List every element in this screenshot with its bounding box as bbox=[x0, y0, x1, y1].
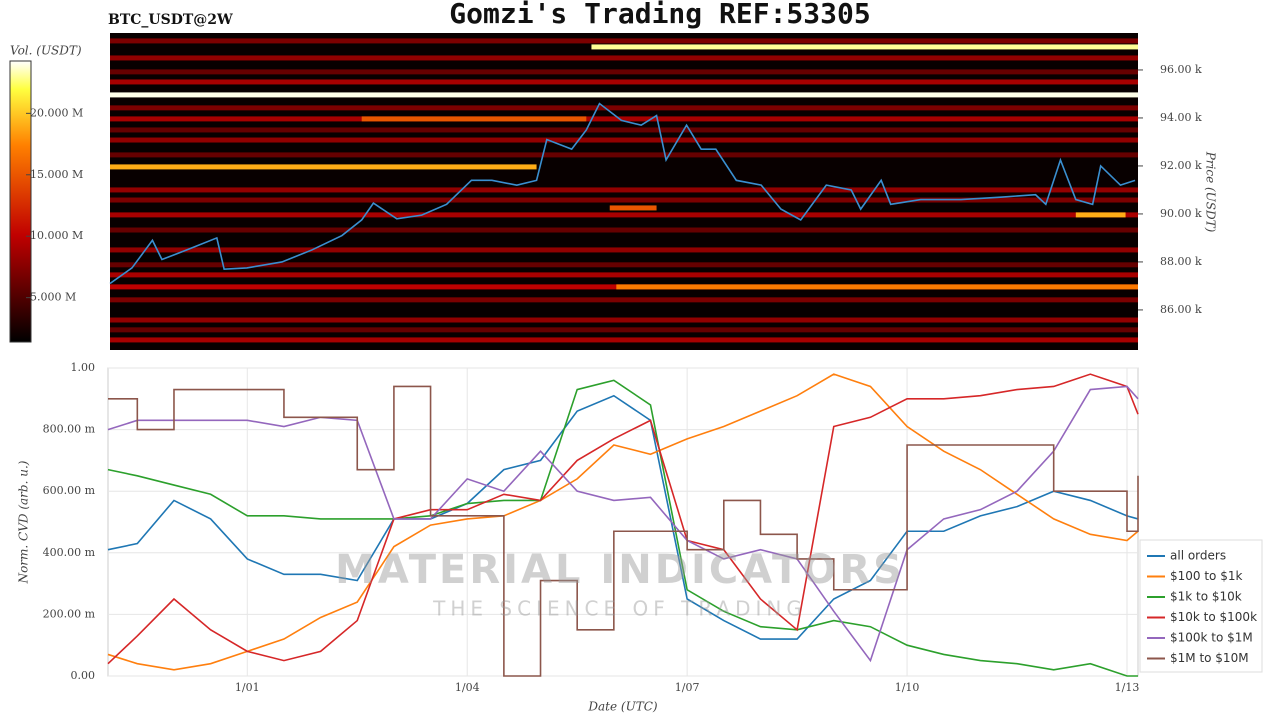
y-tick-label: 86.00 k bbox=[1160, 303, 1202, 316]
y-tick-label: 94.00 k bbox=[1160, 111, 1202, 124]
liquidity-level bbox=[616, 284, 1138, 290]
liquidity-level bbox=[110, 137, 1138, 143]
cvd-line bbox=[107, 373, 1139, 671]
legend-label: $100k to $1M bbox=[1170, 631, 1253, 645]
x-tick-label: 1/07 bbox=[675, 681, 700, 694]
liquidity-level bbox=[110, 105, 1138, 111]
liquidity-level bbox=[110, 187, 1138, 193]
liquidity-level bbox=[591, 44, 1138, 50]
y-axis-title: Norm. CVD (arb. u.) bbox=[17, 460, 31, 584]
liquidity-level bbox=[110, 152, 1138, 158]
watermark-subtitle: THE SCIENCE OF TRADING bbox=[432, 597, 807, 621]
x-tick-label: 1/01 bbox=[235, 681, 260, 694]
colorbar-tick-label: 20.000 M bbox=[30, 106, 83, 119]
colorbar-tick-label: 10.000 M bbox=[30, 229, 83, 242]
legend bbox=[1139, 539, 1263, 673]
cvd-line bbox=[108, 385, 1139, 677]
colorbar-tick-label: 15.000 M bbox=[30, 168, 83, 181]
liquidity-level bbox=[110, 297, 1138, 303]
liquidity-level bbox=[110, 337, 1138, 343]
legend-label: $1M to $10M bbox=[1170, 651, 1249, 665]
legend-label: $1k to $10k bbox=[1170, 590, 1242, 604]
liquidity-level bbox=[110, 69, 1138, 75]
plot-bg bbox=[107, 367, 1139, 677]
liquidity-level bbox=[110, 197, 1138, 203]
y-tick-label: 400.00 m bbox=[43, 546, 96, 559]
colorbar-label: Vol. (USDT) bbox=[10, 44, 82, 58]
cvd-line bbox=[107, 385, 1139, 663]
y-tick-label: 90.00 k bbox=[1160, 207, 1202, 220]
liquidity-level bbox=[110, 164, 537, 170]
liquidity-level bbox=[361, 116, 587, 122]
liquidity-level bbox=[110, 272, 1138, 278]
liquidity-level bbox=[110, 262, 1138, 268]
y-tick-label: 600.00 m bbox=[43, 484, 96, 497]
watermark-title: MATERIAL INDICATORS bbox=[335, 547, 905, 593]
lines bbox=[107, 367, 1139, 677]
liquidity-level bbox=[1075, 212, 1126, 218]
liquidity-level bbox=[110, 116, 1138, 122]
legend-label: $10k to $100k bbox=[1170, 610, 1257, 624]
subtitle: BTC_USDT@2W bbox=[108, 12, 233, 28]
title: Gomzi's Trading REF:53305 bbox=[449, 0, 870, 30]
liquidity-level bbox=[110, 79, 1138, 85]
liquidity-level bbox=[110, 212, 1138, 218]
y-tick-label: 200.00 m bbox=[43, 607, 96, 620]
cvd-line bbox=[107, 373, 1139, 665]
colorbar bbox=[9, 60, 32, 343]
cvd-line bbox=[107, 394, 1139, 640]
y-tick-label: 0.00 bbox=[71, 669, 96, 682]
y-tick-label: 1.00 bbox=[71, 361, 96, 374]
price-line bbox=[109, 102, 1136, 285]
liquidity-level bbox=[110, 92, 1138, 98]
y-tick-label: 88.00 k bbox=[1160, 255, 1202, 268]
cvd-line bbox=[107, 379, 1138, 677]
x-tick-label: 1/10 bbox=[895, 681, 920, 694]
y-axis-title: Price (USDT) bbox=[1204, 151, 1218, 233]
y-tick-label: 800.00 m bbox=[43, 423, 96, 436]
x-tick-label: 1/13 bbox=[1115, 681, 1140, 694]
colorbar-tick-label: 5.000 M bbox=[30, 291, 76, 304]
liquidity-level bbox=[110, 317, 1138, 323]
liquidity-level bbox=[110, 327, 1138, 333]
liquidity-level bbox=[110, 247, 1138, 253]
liquidity-level bbox=[110, 55, 1138, 61]
y-tick-label: 92.00 k bbox=[1160, 159, 1202, 172]
x-axis-title: Date (UTC) bbox=[587, 700, 657, 714]
liquidity-level bbox=[110, 38, 1138, 44]
legend-label: all orders bbox=[1170, 549, 1226, 563]
legend-label: $100 to $1k bbox=[1170, 569, 1242, 583]
liquidity-level bbox=[110, 127, 1138, 133]
y-tick-label: 96.00 k bbox=[1160, 63, 1202, 76]
x-tick-label: 1/04 bbox=[455, 681, 480, 694]
liquidity-level bbox=[609, 205, 657, 211]
liquidity-level bbox=[110, 227, 1138, 233]
